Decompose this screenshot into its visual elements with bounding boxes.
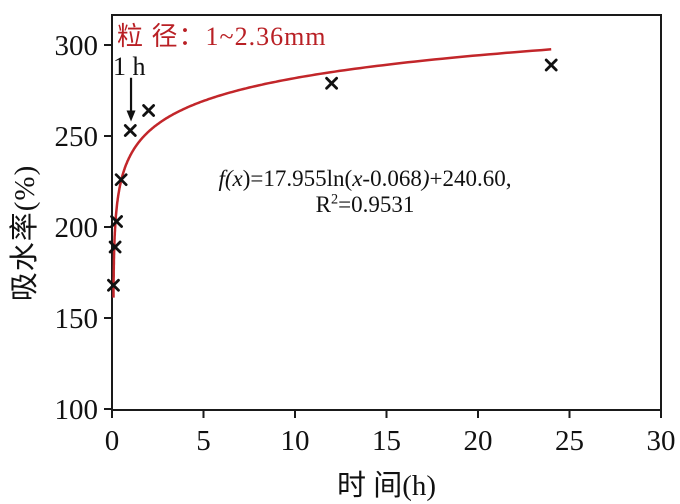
data-point-marker xyxy=(544,58,558,72)
y-tick-label: 250 xyxy=(55,121,99,153)
x-tick-label: 15 xyxy=(372,425,401,457)
x-tick-label: 30 xyxy=(647,425,676,457)
x-axis-title: 时 间(h) xyxy=(336,470,437,502)
y-tick-label: 300 xyxy=(55,30,99,62)
data-point-marker xyxy=(114,173,128,187)
data-point-marker xyxy=(107,278,120,292)
particle-size-annotation: 粒 径：1~2.36mm xyxy=(117,22,327,51)
y-tick-label: 100 xyxy=(55,394,99,426)
data-point-marker xyxy=(142,104,156,117)
annotation-arrow-head xyxy=(126,110,136,122)
fit-equation-line2: R2=0.9531 xyxy=(315,191,415,217)
one-hour-annotation: 1 h xyxy=(113,52,146,81)
y-tick-label: 150 xyxy=(55,303,99,335)
data-point-marker xyxy=(325,76,339,90)
x-tick-label: 0 xyxy=(105,425,120,457)
x-tick-label: 10 xyxy=(281,425,310,457)
y-axis-title: 吸水率(%) xyxy=(9,164,41,302)
x-tick-label: 20 xyxy=(464,425,493,457)
data-point-marker xyxy=(123,124,137,137)
x-tick-label: 25 xyxy=(555,425,584,457)
data-point-marker xyxy=(108,240,122,254)
data-point-marker xyxy=(110,215,123,228)
fit-equation-line1: f(x)=17.955ln(x-0.068)+240.60, xyxy=(218,166,512,191)
y-tick-label: 200 xyxy=(55,212,99,244)
fit-curve xyxy=(112,48,552,298)
fit-equation: f(x)=17.955ln(x-0.068)+240.60, R2=0.9531 xyxy=(185,166,545,218)
x-tick-label: 5 xyxy=(196,425,211,457)
